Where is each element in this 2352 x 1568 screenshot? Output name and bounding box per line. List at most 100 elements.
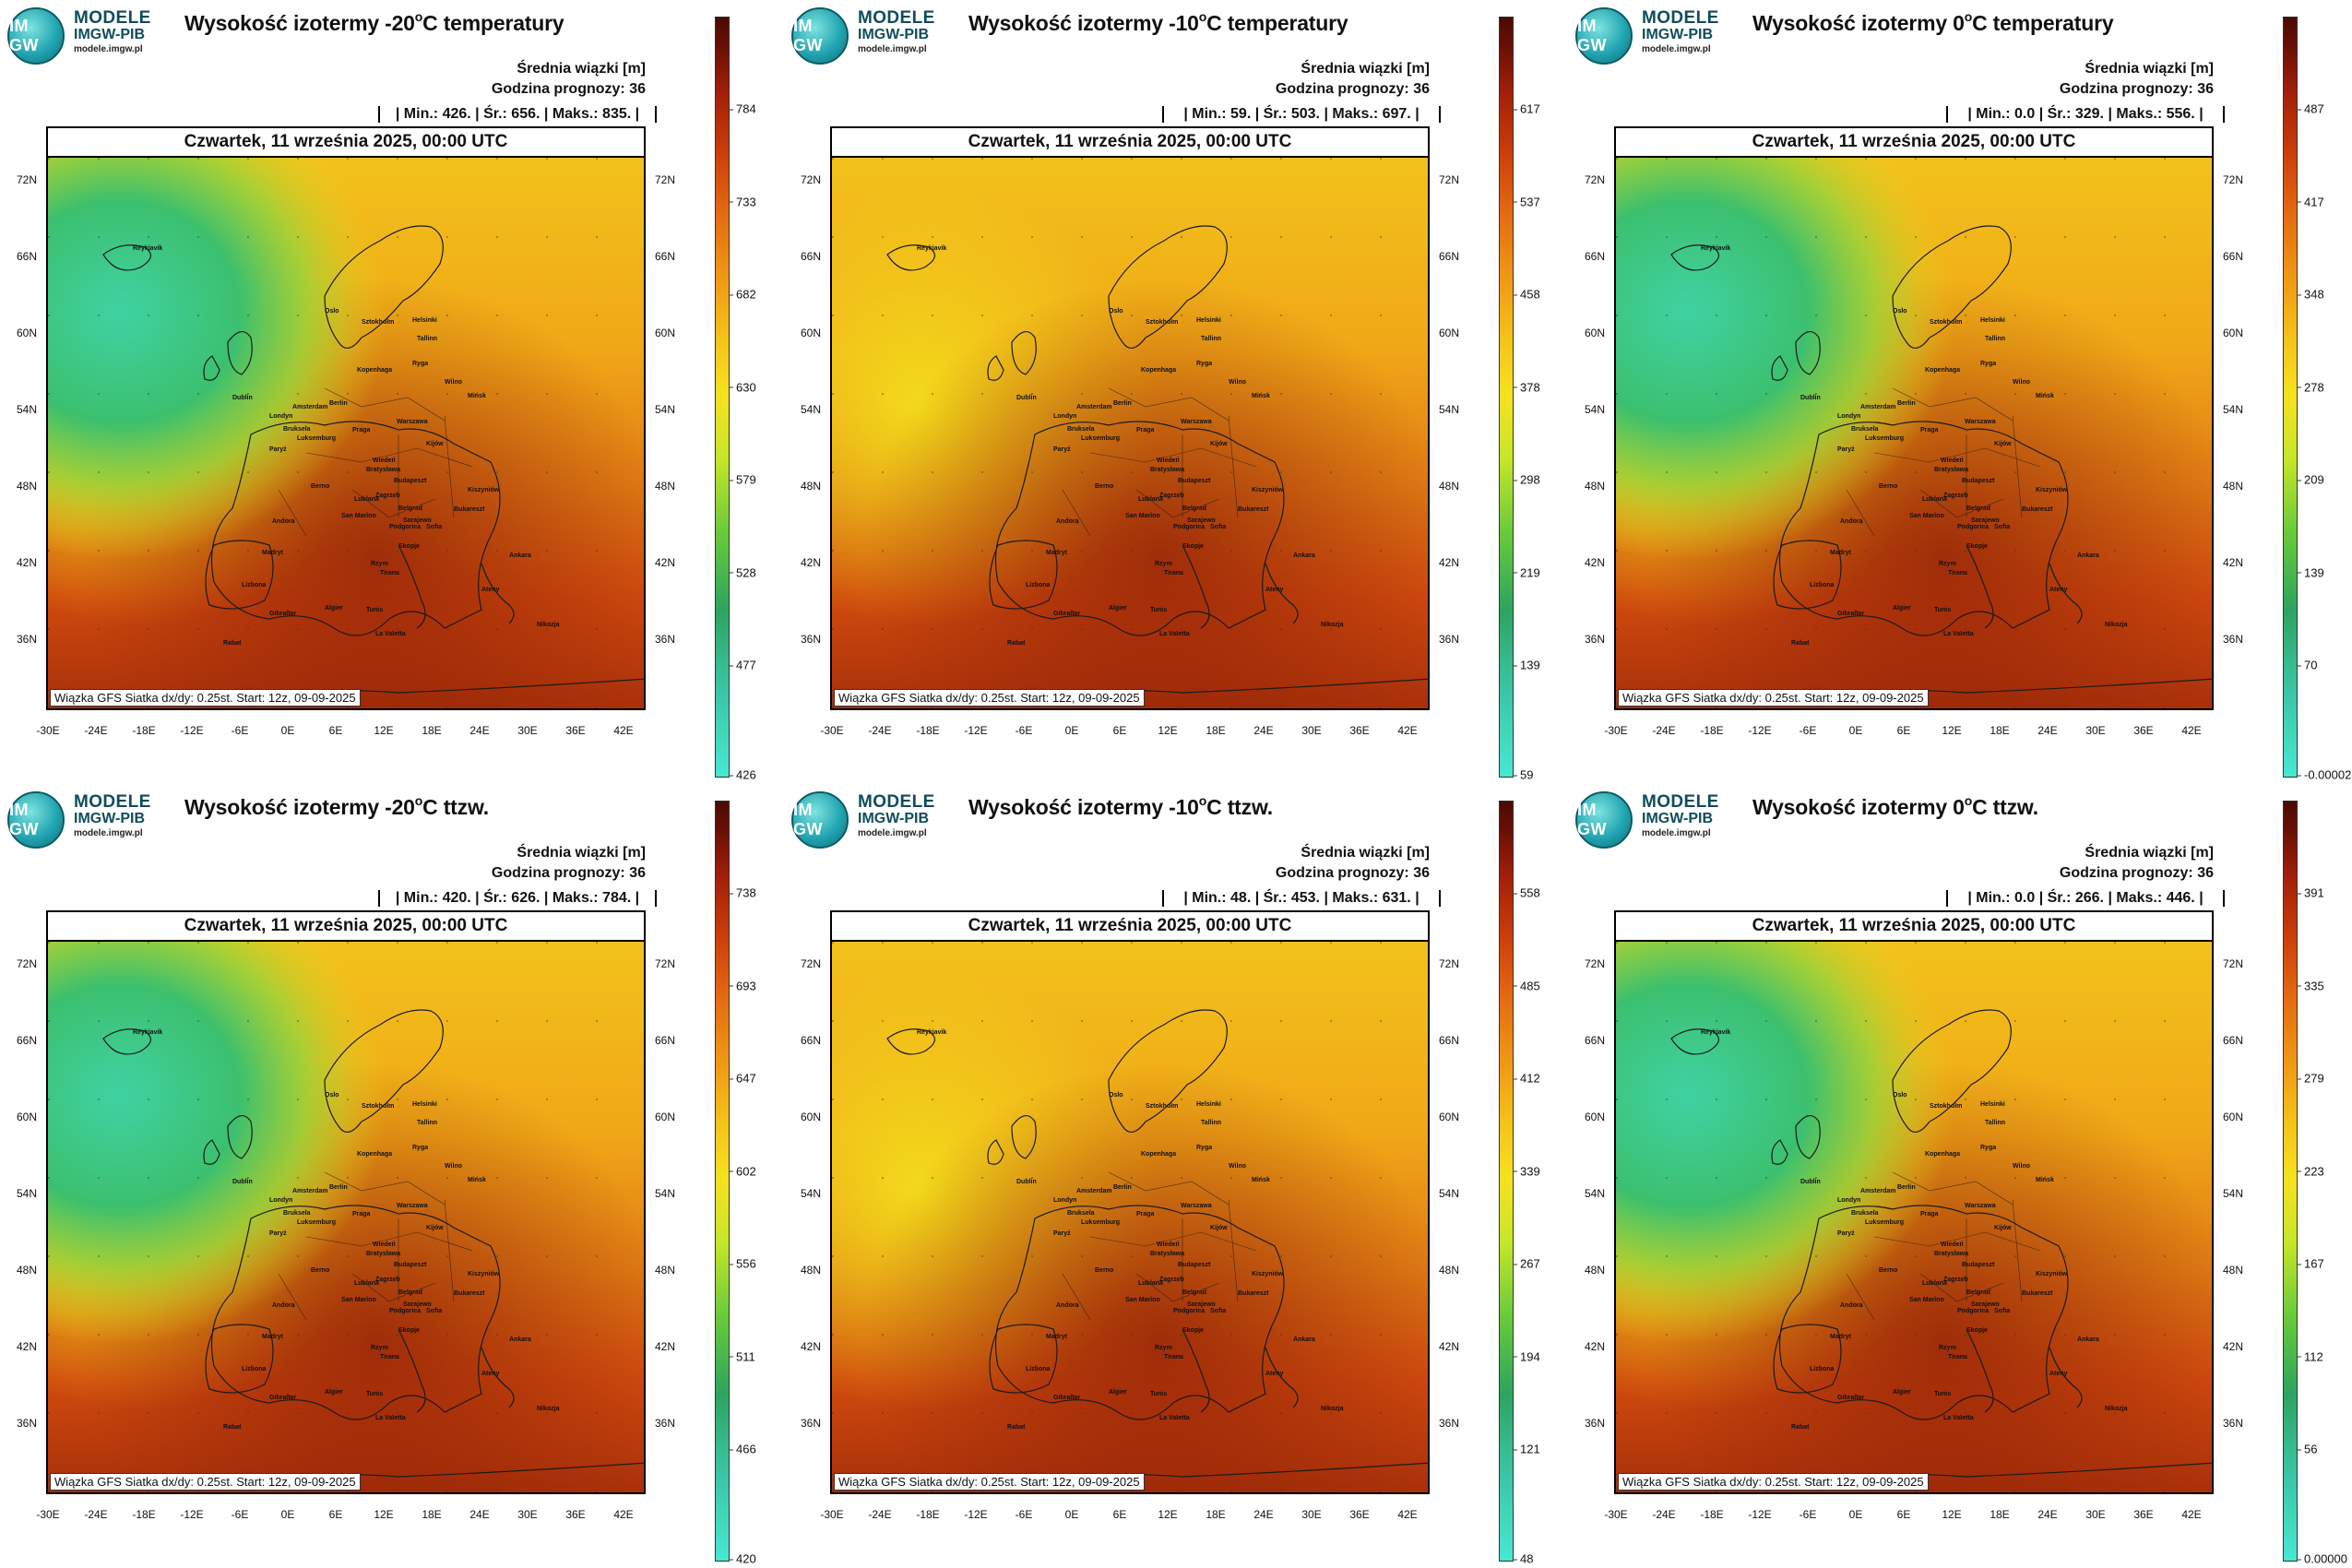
logo-subtitle: IMGW-PIB [1642, 26, 1713, 42]
city-label: Rabat [1007, 640, 1026, 647]
lon-label: 6E [328, 1508, 343, 1521]
lon-label: 42E [2181, 724, 2202, 737]
lat-label-right: 36N [1439, 633, 1460, 646]
city-label: Gibraltar [1837, 611, 1864, 617]
city-label: Bruksela [283, 426, 311, 433]
forecast-hour: Godzina prognozy: 36 [1275, 864, 1430, 881]
city-label: Tallinn [1985, 336, 2005, 342]
city-label: Sarajewo [403, 1301, 432, 1308]
city-label: Skopje [1966, 543, 1988, 550]
metric-label: Średnia wiązki [m] [1301, 61, 1430, 77]
city-label: Paryż [1053, 446, 1071, 453]
city-label: Wiedeń [1157, 457, 1180, 464]
city-label: Warszawa [1965, 419, 1996, 425]
panel-meta: Średnia wiązki [m] Godzina prognozy: 36 [492, 843, 646, 883]
lon-label: 24E [1253, 724, 1274, 737]
city-label: Skopje [1182, 1327, 1204, 1334]
lat-label-right: 66N [1439, 1034, 1460, 1047]
lat-label-right: 36N [2223, 633, 2244, 646]
lat-label-right: 42N [2223, 1340, 2244, 1353]
colorbar-tick: 139 [2297, 565, 2324, 579]
city-label: Sarajewo [1971, 1301, 2000, 1308]
panel-meta: Średnia wiązki [m] Godzina prognozy: 36 [2060, 59, 2214, 99]
city-label: Mińsk [2036, 393, 2054, 399]
city-label: Rzym [1155, 1345, 1172, 1351]
lon-label: -24E [868, 724, 892, 737]
lat-label-right: 72N [655, 957, 676, 970]
city-label: Helsinki [412, 317, 437, 324]
lat-label-left: 54N [17, 403, 38, 416]
lat-label-left: 60N [17, 327, 38, 339]
city-label: Mińsk [1252, 393, 1270, 399]
lat-label-right: 60N [655, 1111, 676, 1123]
city-label: Londyn [1053, 413, 1076, 420]
city-label: Zagrzeb [1943, 1277, 1968, 1283]
city-label: Belgrad [1182, 1289, 1206, 1296]
city-label: Wiedeń [1941, 457, 1964, 464]
source-label: Wiązka GFS Siatka dx/dy: 0.25st. Start: … [1618, 1473, 1929, 1491]
source-label: Wiązka GFS Siatka dx/dy: 0.25st. Start: … [834, 689, 1145, 707]
city-label: Tirana [1164, 1354, 1183, 1360]
city-label: Sarajewo [1971, 517, 2000, 524]
colorbar-tick: 121 [1513, 1442, 1540, 1456]
city-label: Warszawa [1965, 1203, 1996, 1209]
city-label: Kiszyniów [2036, 487, 2068, 493]
lat-label-left: 48N [17, 480, 38, 493]
lat-label-right: 42N [1439, 556, 1460, 569]
city-label: Kijów [426, 1225, 444, 1231]
city-label: Warszawa [1181, 419, 1212, 425]
city-label: Sarajewo [1187, 517, 1216, 524]
lat-label-left: 60N [801, 327, 822, 339]
colorbar-tick: 420 [729, 1551, 756, 1566]
city-label: Bratysława [1934, 1251, 1968, 1257]
metric-label: Średnia wiązki [m] [2085, 845, 2214, 861]
city-label: Amsterdam [1076, 404, 1112, 410]
lat-label-left: 72N [801, 957, 822, 970]
lon-label: -24E [868, 1508, 892, 1521]
lat-label-left: 72N [17, 173, 38, 186]
city-label: Tunis [1934, 1391, 1951, 1397]
city-label: Madryt [262, 1334, 284, 1340]
city-label: Kiszyniów [1252, 487, 1284, 493]
city-label: Bruksela [1851, 1210, 1879, 1217]
lon-label: -6E [231, 724, 249, 737]
degree-symbol: o [1198, 9, 1207, 24]
city-label: Lizbona [1810, 582, 1835, 588]
colorbar-tick: 209 [2297, 472, 2324, 487]
city-label: Warszawa [397, 1203, 428, 1209]
colorbar-tick: 278 [2297, 380, 2324, 394]
city-label: Luksemburg [297, 1219, 336, 1226]
city-label: San Marino [1125, 1297, 1160, 1303]
colorbar-tick: 487 [2297, 101, 2324, 116]
city-label: Mińsk [2036, 1177, 2054, 1183]
city-label: Bukareszt [1238, 1290, 1269, 1297]
city-label: Ankara [509, 1336, 531, 1343]
city-label: Andora [272, 1302, 295, 1309]
city-label: Ankara [1293, 1336, 1315, 1343]
city-label: Dublin [1800, 1179, 1821, 1185]
colorbar-tick: 458 [1513, 287, 1540, 302]
panel-meta: Średnia wiązki [m] Godzina prognozy: 36 [2060, 843, 2214, 883]
forecast-panel-4: IM GW MODELE IMGW-PIB modele.imgw.pl Wys… [0, 784, 784, 1568]
borders [278, 387, 473, 537]
lon-label: 6E [328, 724, 343, 737]
city-label: Reykjavik [1701, 245, 1730, 252]
city-label: Sztokholm [1146, 319, 1178, 326]
imgw-logo-icon: IM GW [7, 791, 65, 849]
degree-symbol: o [1198, 793, 1207, 808]
title-suffix: C temperatury [1972, 11, 2114, 35]
lat-label-left: 66N [801, 250, 822, 263]
city-label: La Valetta [1943, 1415, 1974, 1421]
city-label: Londyn [1837, 1197, 1860, 1204]
city-label: Bratysława [1150, 467, 1184, 473]
city-label: Lizbona [1026, 582, 1051, 588]
title-suffix: C temperatury [1206, 11, 1348, 35]
city-label: Ryga [412, 361, 428, 367]
lat-label-right: 66N [2223, 250, 2244, 263]
lat-label-right: 66N [655, 250, 676, 263]
lat-label-right: 42N [655, 1340, 676, 1353]
lat-label-left: 54N [1585, 1187, 1606, 1200]
date-bar: Czwartek, 11 września 2025, 00:00 UTC [1616, 128, 2212, 158]
city-label: Lizbona [242, 1366, 267, 1372]
city-label: Helsinki [1196, 317, 1221, 324]
